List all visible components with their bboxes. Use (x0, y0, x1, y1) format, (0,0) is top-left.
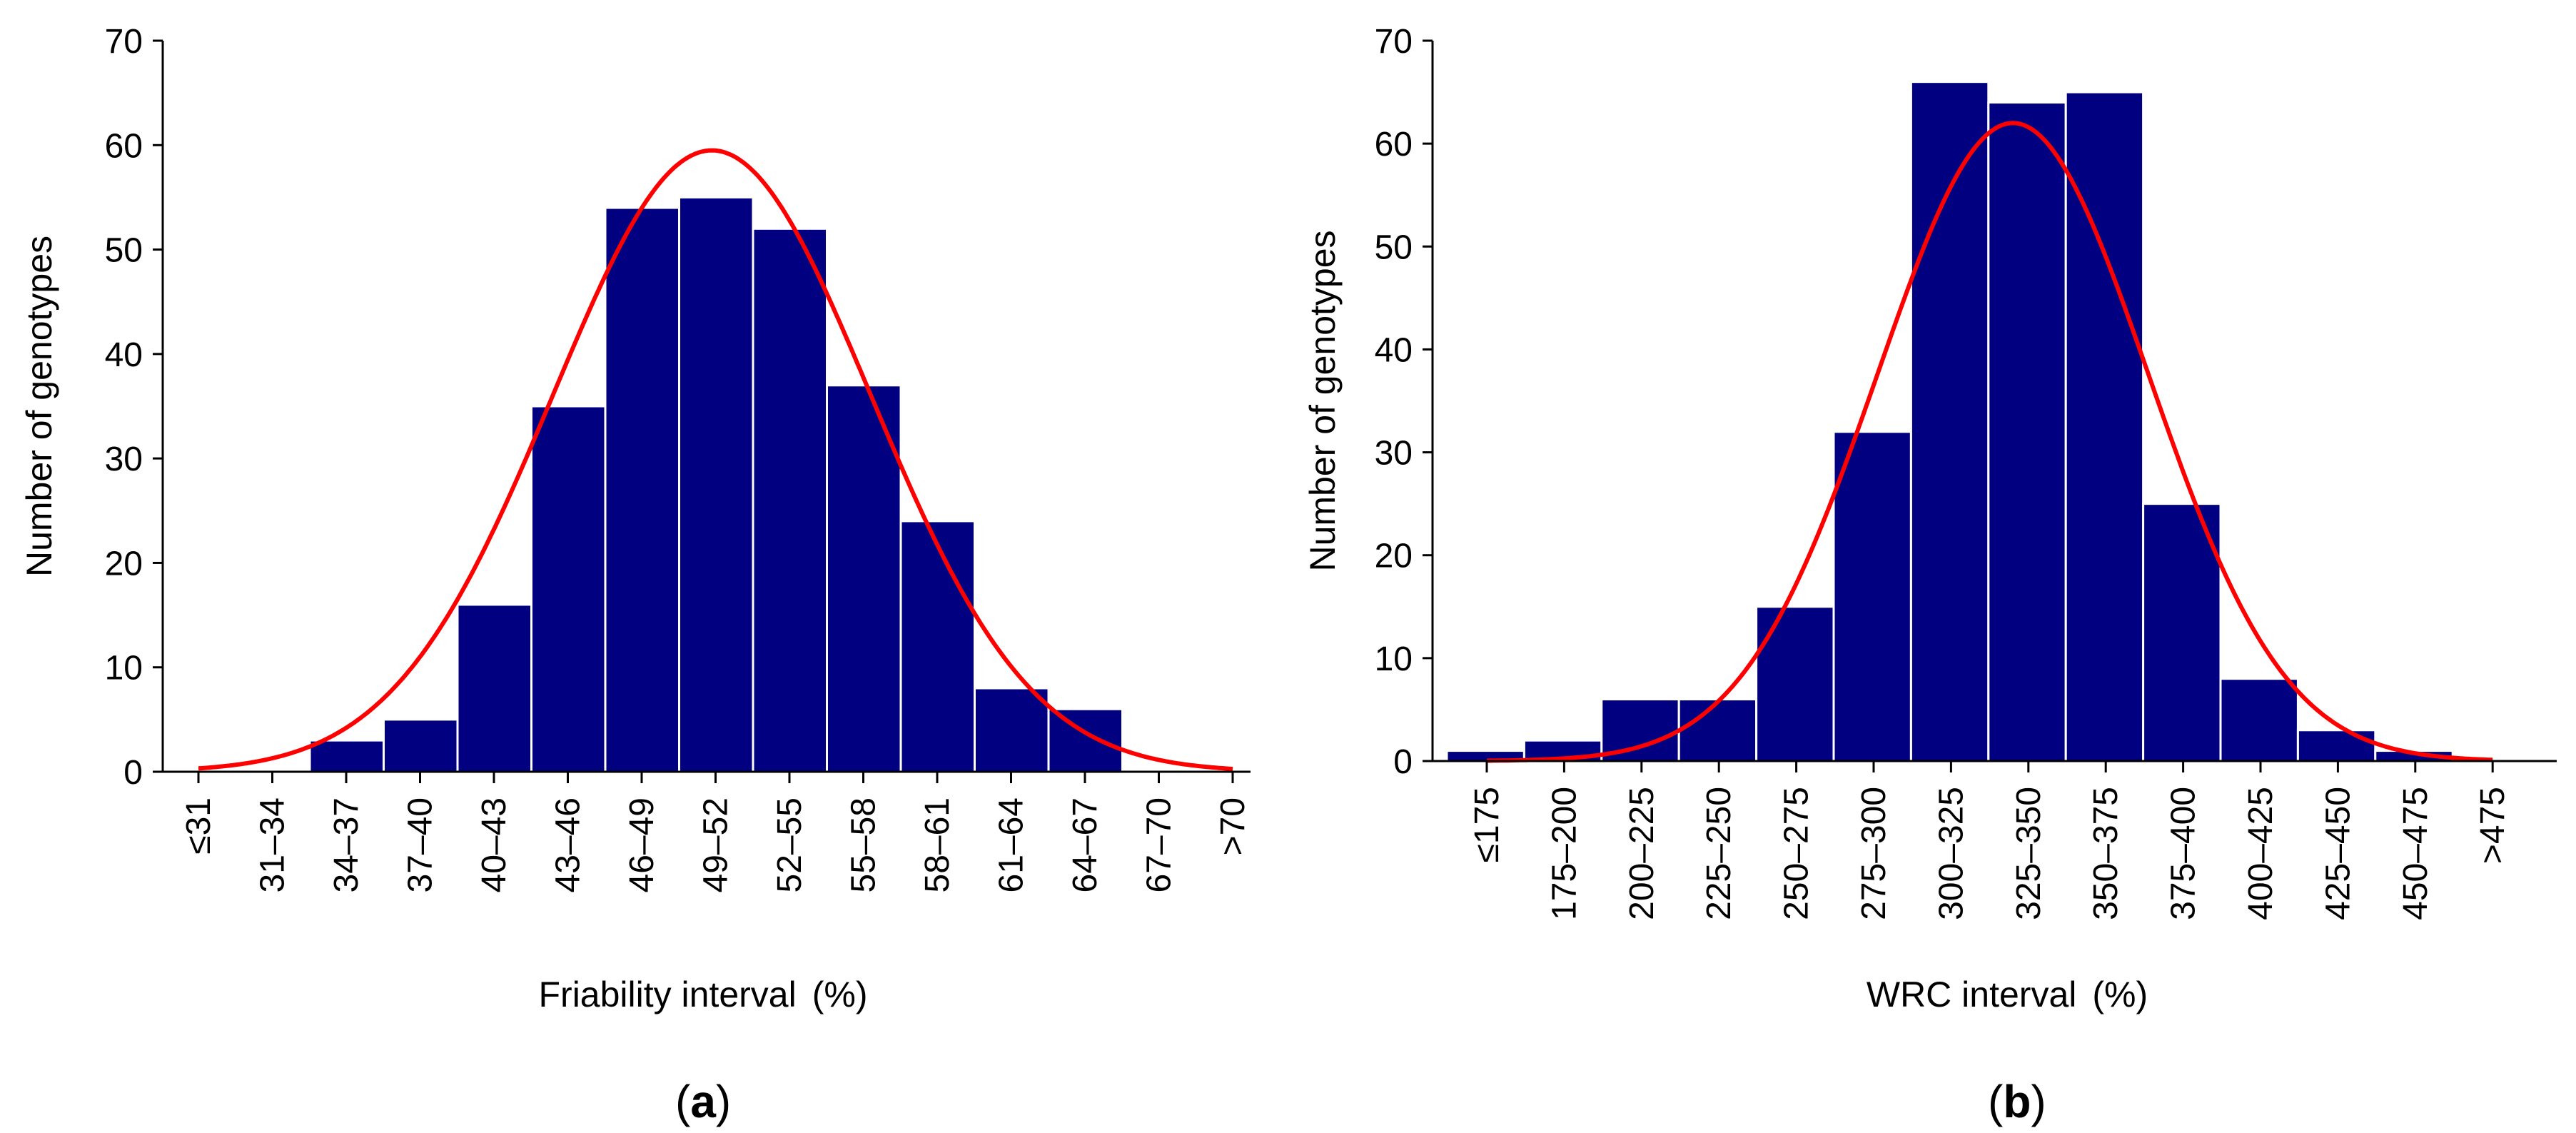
panel-label: (a) (675, 1076, 731, 1127)
bar-55–58 (826, 384, 902, 773)
y-tick-label: 0 (1393, 743, 1413, 781)
bar-61–64 (974, 687, 1050, 773)
x-tick-label: 325–350 (2010, 787, 2048, 920)
panel-label-letter: a (690, 1076, 716, 1127)
x-tick-label: 175–200 (1545, 787, 1583, 920)
chart-panel-a: 0 10 20 30 40 50 60 70 ≤31 31–34 34–37 37–40 40–43 43… (19, 23, 1252, 1127)
panel-label: (b) (1988, 1076, 2046, 1127)
x-tick-label: 200–225 (1623, 787, 1661, 920)
x-tick-label: 275–300 (1855, 787, 1893, 920)
x-tick-label: 400–425 (2242, 787, 2280, 920)
panel-label-letter: b (2003, 1076, 2031, 1127)
y-tick-label: 20 (105, 545, 143, 583)
y-tick-label: 0 (123, 754, 143, 792)
panel-label-open-paren: ( (1988, 1076, 2003, 1127)
x-tick-label: 350–375 (2087, 787, 2125, 920)
bar-43–46 (530, 405, 607, 773)
x-tick-label: 37–40 (402, 797, 440, 892)
y-tick-label: 10 (105, 650, 143, 688)
x-tick-label: 225–250 (1700, 787, 1738, 920)
x-tick-label: >475 (2474, 787, 2512, 864)
x-tick-label: 250–275 (1778, 787, 1816, 920)
x-tick-label: 58–61 (919, 797, 956, 892)
x-tick-label: 450–475 (2397, 787, 2435, 920)
bar-58–61 (899, 520, 976, 773)
bar-300–325 (1909, 81, 1990, 762)
y-axis-title: Number of genotypes (19, 236, 59, 577)
x-axis-title: Friability interval (%) (539, 975, 868, 1014)
y-tick-label: 50 (105, 232, 143, 270)
x-tick-label: 52–55 (771, 797, 809, 892)
x-tick-label: 43–46 (550, 797, 587, 892)
x-axis-title-unit: (%) (2092, 975, 2148, 1014)
x-tick-label: ≤175 (1468, 787, 1506, 862)
x-axis-title-text: WRC interval (1867, 975, 2076, 1014)
y-tick-label: 70 (105, 23, 143, 61)
x-tick-label: 425–450 (2319, 787, 2357, 920)
bar-275–300 (1832, 430, 1912, 762)
chart-panel-b: 0 10 20 30 40 50 60 70 ≤175 175–200 200–225 225–250… (1303, 23, 2557, 1127)
panel-label-open-paren: ( (675, 1076, 690, 1127)
y-tick-label: 20 (1375, 538, 1413, 575)
bar-425–450 (2296, 729, 2377, 762)
panel-label-close-paren: ) (716, 1076, 731, 1127)
bar-225–250 (1677, 698, 1758, 762)
bar-40–43 (456, 603, 532, 773)
bar-49–52 (678, 196, 754, 773)
y-tick-label: 30 (105, 440, 143, 478)
y-tick-label: 30 (1375, 435, 1413, 473)
normal-fit-curve (1487, 121, 2493, 763)
x-tick-label: 61–64 (993, 797, 1031, 892)
bar-52–55 (752, 227, 828, 773)
x-tick-label: 31–34 (254, 797, 292, 892)
x-tick-label: 55–58 (845, 797, 883, 892)
bar-325–350 (1987, 101, 2067, 762)
x-axis-title-text: Friability interval (539, 975, 797, 1014)
bar-250–275 (1755, 605, 1835, 762)
y-tick-label: 60 (105, 127, 143, 165)
x-axis-title-unit: (%) (812, 975, 868, 1014)
x-tick-label: 300–325 (1932, 787, 1970, 920)
y-tick-label: 40 (1375, 331, 1413, 369)
y-tick-label: 40 (105, 336, 143, 374)
x-tick-label: >70 (1214, 797, 1252, 855)
x-tick-label: 46–49 (623, 797, 661, 892)
y-tick-label: 50 (1375, 228, 1413, 266)
bar-46–49 (604, 206, 680, 773)
y-tick-label: 60 (1375, 126, 1413, 163)
x-tick-label: 64–67 (1066, 797, 1104, 892)
x-tick-label: 375–400 (2165, 787, 2203, 920)
x-tick-label: 40–43 (475, 797, 513, 892)
bar-64–67 (1047, 708, 1123, 773)
y-tick-label: 70 (1375, 23, 1413, 61)
normal-fit-curve (198, 148, 1233, 771)
y-axis-title: Number of genotypes (1303, 230, 1343, 571)
bar-34–37 (308, 739, 385, 773)
x-tick-label: 49–52 (697, 797, 735, 892)
bar-37–40 (383, 718, 459, 773)
bar-400–425 (2219, 678, 2299, 762)
x-tick-label: 67–70 (1141, 797, 1178, 892)
y-tick-label: 10 (1375, 640, 1413, 678)
bar-350–375 (2064, 91, 2145, 762)
panel-label-close-paren: ) (2031, 1076, 2046, 1127)
x-tick-label: ≤31 (180, 797, 218, 855)
x-axis-title: WRC interval (%) (1867, 975, 2148, 1014)
x-tick-label: 34–37 (328, 797, 365, 892)
